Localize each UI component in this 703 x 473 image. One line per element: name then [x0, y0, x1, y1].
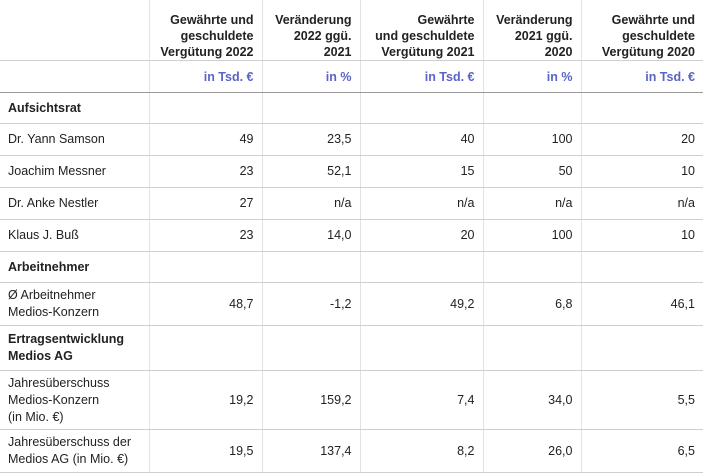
table-row: Dr. Yann Samson 49 23,5 40 100 20: [0, 123, 703, 156]
cell-value: 20: [580, 123, 703, 156]
cell-value: 50: [482, 155, 581, 188]
cell-value: 10: [580, 219, 703, 252]
cell-value: 23: [148, 219, 262, 252]
row-label: Dr. Anke Nestler: [0, 187, 149, 220]
unit-col-change-2022: in %: [261, 60, 360, 93]
cell-value: 34,0: [482, 370, 581, 430]
cell-value: n/a: [359, 187, 483, 220]
header-row: Gewährte und geschuldete Vergütung 2022 …: [0, 0, 703, 61]
cell-value: 52,1: [261, 155, 360, 188]
cell-value: 100: [482, 219, 581, 252]
header-col-change-2022: Veränderung 2022 ggü. 2021: [261, 0, 360, 61]
unit-col-2021: in Tsd. €: [359, 60, 483, 93]
header-col-2022: Gewährte und geschuldete Vergütung 2022: [148, 0, 262, 61]
cell-value: 10: [580, 155, 703, 188]
cell-value: 19,5: [148, 429, 262, 473]
cell-value: n/a: [580, 187, 703, 220]
cell-value: 15: [359, 155, 483, 188]
row-label: Jahresüberschuss Medios-Konzern (in Mio.…: [0, 370, 149, 430]
cell-value: 23,5: [261, 123, 360, 156]
table-row: Ø Arbeitnehmer Medios-Konzern 48,7 -1,2 …: [0, 282, 703, 326]
cell-value: 14,0: [261, 219, 360, 252]
row-label: Dr. Yann Samson: [0, 123, 149, 156]
section-label: Aufsichtsrat: [0, 92, 149, 124]
cell-value: 159,2: [261, 370, 360, 430]
cell-value: 137,4: [261, 429, 360, 473]
cell-value: 40: [359, 123, 483, 156]
cell-value: 23: [148, 155, 262, 188]
section-row-aufsichtsrat: Aufsichtsrat: [0, 92, 703, 124]
cell-value: 49: [148, 123, 262, 156]
cell-value: -1,2: [261, 282, 360, 326]
row-label: Joachim Messner: [0, 155, 149, 188]
row-label: Jahresüberschuss der Medios AG (in Mio. …: [0, 429, 149, 473]
unit-col-2020: in Tsd. €: [580, 60, 703, 93]
cell-value: n/a: [482, 187, 581, 220]
units-empty: [0, 60, 149, 93]
header-col-change-2021: Veränderung 2021 ggü. 2020: [482, 0, 581, 61]
cell-value: 48,7: [148, 282, 262, 326]
header-col-2021: Gewährte und geschuldete Vergütung 2021: [359, 0, 483, 61]
cell-value: 6,8: [482, 282, 581, 326]
cell-value: n/a: [261, 187, 360, 220]
cell-value: 5,5: [580, 370, 703, 430]
cell-value: 26,0: [482, 429, 581, 473]
table-row: Jahresüberschuss der Medios AG (in Mio. …: [0, 429, 703, 473]
unit-col-change-2021: in %: [482, 60, 581, 93]
table-row: Klaus J. Buß 23 14,0 20 100 10: [0, 219, 703, 252]
cell-value: 19,2: [148, 370, 262, 430]
row-label: Klaus J. Buß: [0, 219, 149, 252]
row-label: Ø Arbeitnehmer Medios-Konzern: [0, 282, 149, 326]
section-row-arbeitnehmer: Arbeitnehmer: [0, 251, 703, 283]
units-row: in Tsd. € in % in Tsd. € in % in Tsd. €: [0, 60, 703, 93]
header-empty: [0, 0, 149, 61]
cell-value: 100: [482, 123, 581, 156]
header-col-2020: Gewährte und geschuldete Vergütung 2020: [580, 0, 703, 61]
table-row: Jahresüberschuss Medios-Konzern (in Mio.…: [0, 370, 703, 430]
cell-value: 49,2: [359, 282, 483, 326]
table-row: Joachim Messner 23 52,1 15 50 10: [0, 155, 703, 188]
cell-value: 8,2: [359, 429, 483, 473]
cell-value: 7,4: [359, 370, 483, 430]
unit-col-2022: in Tsd. €: [148, 60, 262, 93]
section-row-ertragsentwicklung: Ertragsentwicklung Medios AG: [0, 325, 703, 371]
section-label: Arbeitnehmer: [0, 251, 149, 283]
cell-value: 27: [148, 187, 262, 220]
cell-value: 46,1: [580, 282, 703, 326]
cell-value: 20: [359, 219, 483, 252]
table-row: Dr. Anke Nestler 27 n/a n/a n/a n/a: [0, 187, 703, 220]
section-label: Ertragsentwicklung Medios AG: [0, 325, 149, 371]
cell-value: 6,5: [580, 429, 703, 473]
